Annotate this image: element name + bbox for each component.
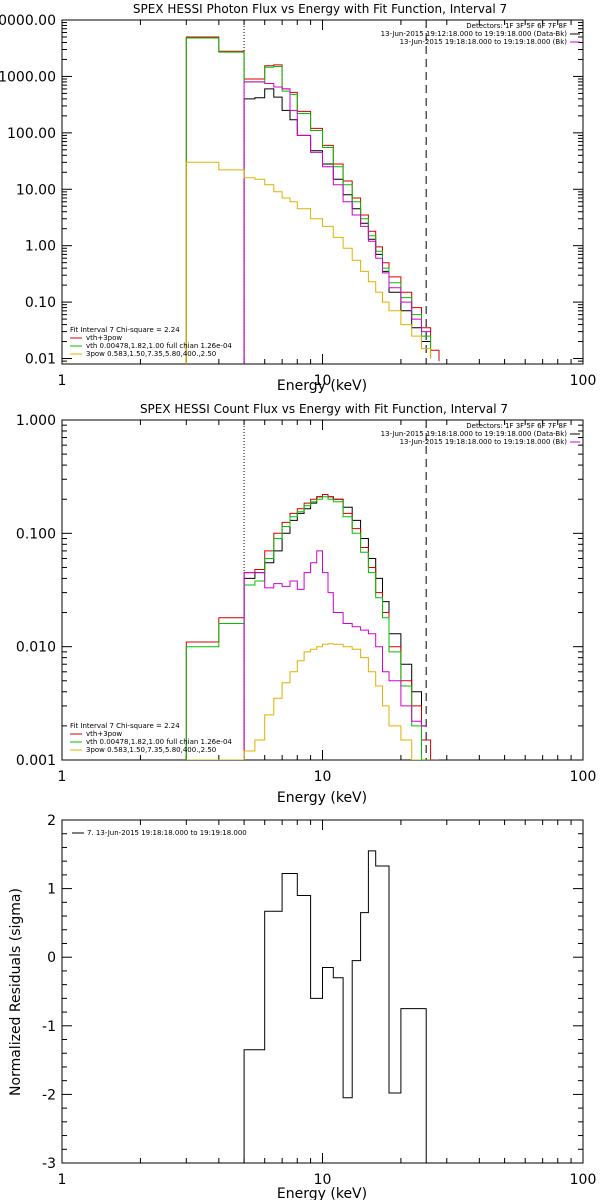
legend-bottom-left-header: Fit Interval 7 Chi-square = 2.24 — [70, 722, 180, 730]
series-1-1 — [185, 494, 439, 760]
y-tick-label: 1.000 — [16, 413, 56, 429]
x-tick-label: 100 — [570, 769, 597, 785]
series-2-0 — [243, 850, 427, 1163]
x-tick-label: 1 — [58, 1172, 67, 1188]
y-tick-label: 1 — [47, 882, 56, 898]
photon-flux-plot-frame — [61, 19, 584, 365]
series-0-3 — [243, 81, 431, 364]
y-tick-label: -2 — [42, 1087, 56, 1103]
y-tick-label: 10.00 — [16, 182, 56, 198]
legend-top-right-line: 13-Jun-2015 19:18:18.000 to 19:19:18.000… — [400, 438, 568, 446]
y-tick-label: 0.010 — [16, 640, 56, 656]
x-tick-label: 10 — [314, 769, 332, 785]
photon-flux-panel: SPEX HESSI Photon Flux vs Energy with Fi… — [0, 2, 596, 394]
x-tick-label: 1 — [58, 373, 67, 389]
series-1-4 — [186, 643, 422, 760]
count-flux-title: SPEX HESSI Count Flux vs Energy with Fit… — [140, 402, 508, 416]
x-tick-label: 10 — [314, 373, 332, 389]
count-flux-plot-frame — [61, 419, 584, 761]
y-tick-label: 2 — [47, 813, 56, 829]
x-tick-label: 10 — [314, 1172, 332, 1188]
y-tick-label: 0.001 — [16, 753, 56, 769]
photon-flux-x-axis-label: Energy (keV) — [277, 378, 367, 394]
series-1-2 — [185, 496, 431, 760]
series-1-3 — [243, 550, 427, 760]
legend-top-left-line: 7. 13-Jun-2015 19:18:18.000 to 19:19:18.… — [87, 829, 247, 837]
legend-top-right-line: 13-Jun-2015 19:12:18.000 to 19:19:18.000… — [381, 30, 568, 38]
y-tick-label: -1 — [42, 1019, 56, 1035]
legend-top-right-line: 13-Jun-2015 19:18:18.000 to 19:19:18.000… — [381, 430, 568, 438]
photon-flux-title: SPEX HESSI Photon Flux vs Energy with Fi… — [133, 2, 507, 16]
series-0-4 — [185, 161, 432, 364]
series-1-0 — [243, 494, 427, 760]
y-tick-label: 0.100 — [16, 526, 56, 542]
residuals-x-axis-label: Energy (keV) — [277, 1186, 367, 1200]
y-tick-label: 0.10 — [25, 295, 56, 311]
legend-bottom-left-entry: 3pow 0.583,1.50,7.35,5.80,400.,2.50 — [86, 350, 216, 358]
legend-bottom-left-entry: 3pow 0.583,1.50,7.35,5.80,400.,2.50 — [86, 746, 216, 754]
legend-top-right-line: Detectors: 1F 3F 5F 6F 7F 8F — [466, 422, 567, 430]
y-tick-label: 100.00 — [7, 126, 56, 142]
legend-bottom-left-entry: vth+3pow — [86, 730, 122, 738]
series-0-0 — [243, 88, 431, 364]
y-tick-label: 0 — [47, 950, 56, 966]
legend-bottom-left-header: Fit Interval 7 Chi-square = 2.24 — [70, 326, 180, 334]
y-tick-label: 1.00 — [25, 239, 56, 255]
count-flux-x-axis-label: Energy (keV) — [277, 790, 367, 806]
legend-top-right-line: Detectors: 1F 3F 5F 6F 7F 8F — [466, 22, 567, 30]
y-tick-label: 0.01 — [25, 352, 56, 368]
x-tick-label: 100 — [570, 1172, 597, 1188]
series-0-2 — [185, 37, 432, 364]
residuals-panel: Energy (keV) Normalized Residuals (sigma… — [8, 813, 596, 1200]
y-tick-label: -3 — [42, 1156, 56, 1172]
x-tick-label: 100 — [570, 373, 597, 389]
residuals-y-axis-label: Normalized Residuals (sigma) — [8, 888, 24, 1096]
legend-bottom-left-entry: vth 0.00478,1.82,1.00 full chian 1.26e-0… — [86, 738, 232, 746]
x-tick-label: 1 — [58, 769, 67, 785]
legend-bottom-left-entry: vth+3pow — [86, 334, 122, 342]
legend-top-right-line: 13-Jun-2015 19:18:18.000 to 19:19:18.000… — [400, 38, 568, 46]
y-tick-label: 1000.00 — [0, 69, 56, 85]
count-flux-panel: SPEX HESSI Count Flux vs Energy with Fit… — [16, 402, 596, 806]
y-tick-label: 10000.00 — [0, 13, 56, 29]
legend-bottom-left-entry: vth 0.00478,1.82,1.00 full chian 1.26e-0… — [86, 342, 232, 350]
